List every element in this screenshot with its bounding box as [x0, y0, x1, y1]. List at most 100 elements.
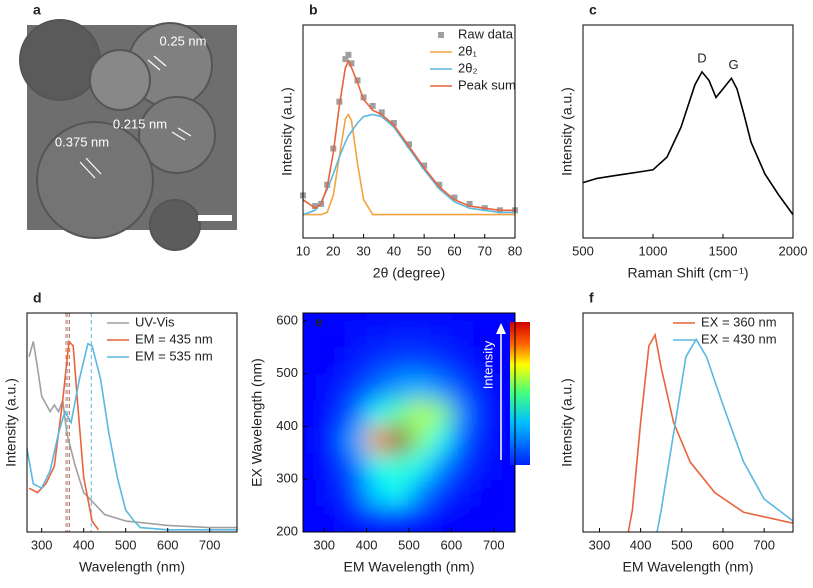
data-line [302, 113, 515, 216]
heatmap-cells [303, 320, 515, 532]
heatmap-cell [472, 426, 495, 454]
heatmap-cell [387, 373, 410, 401]
heatmap-cell [324, 426, 346, 454]
heatmap-cell [493, 347, 515, 375]
x-tick-label: 600 [712, 537, 734, 552]
heatmap-cell [451, 347, 474, 375]
heatmap-cell [493, 452, 515, 480]
heatmap-cell [430, 320, 452, 348]
data-point [312, 203, 319, 210]
x-tick-label: 1000 [639, 243, 668, 258]
heatmap-cell [493, 426, 515, 454]
heatmap-cell [493, 479, 515, 507]
x-tick-label: 400 [73, 537, 95, 552]
heatmap-cell [472, 373, 495, 401]
heatmap-cell [324, 347, 346, 375]
heatmap-cell [303, 347, 325, 375]
x-axis-label: Raman Shift (cm⁻¹) [628, 265, 749, 281]
annotation: 0.215 nm [113, 116, 167, 131]
legend-label: 2θ₂ [458, 60, 478, 75]
annotation: D [697, 51, 706, 66]
heatmap-cell [303, 426, 325, 454]
x-axis-label: 2θ (degree) [373, 265, 445, 281]
x-tick-label: 50 [417, 243, 431, 258]
annotation-arrow [171, 131, 186, 141]
x-axis-label: Wavelength (nm) [79, 559, 185, 575]
y-tick-label: 200 [276, 523, 298, 538]
y-axis-label: EX Wavelength (nm) [249, 358, 265, 487]
y-axis-label: Intensity (a.u.) [279, 87, 295, 176]
heatmap-cell [366, 320, 389, 348]
x-tick-label: 600 [441, 537, 463, 552]
heatmap-cell [409, 426, 431, 454]
x-tick-label: 30 [356, 243, 370, 258]
y-tick-label: 300 [276, 471, 298, 486]
x-tick-label: 700 [199, 537, 221, 552]
heatmap-cell [409, 320, 431, 348]
heatmap-cell [324, 373, 346, 401]
heatmap-cell [430, 426, 452, 454]
x-tick-label: 700 [483, 537, 505, 552]
x-tick-label: 300 [313, 537, 335, 552]
heatmap-cell [345, 320, 368, 348]
data-line [627, 332, 794, 533]
data-line [302, 59, 515, 212]
heatmap-cell [387, 505, 410, 532]
heatmap-cell [366, 400, 389, 427]
heatmap-cell [430, 479, 452, 507]
data-point [406, 141, 412, 148]
heatmap-cell [430, 505, 452, 532]
heatmap-cell [451, 400, 474, 427]
heatmap-cell [409, 452, 431, 480]
heatmap-cell [409, 479, 431, 507]
panel-label: e [315, 314, 323, 330]
heatmap-cell [345, 505, 368, 532]
heatmap-cell [451, 479, 474, 507]
heatmap-cell [345, 373, 368, 401]
x-axis-label: EM Wavelength (nm) [344, 559, 475, 575]
heatmap-cell [472, 347, 495, 375]
legend-label: Raw data [458, 26, 514, 41]
legend-label: EM = 535 nm [135, 348, 213, 363]
heatmap-cell [345, 347, 368, 375]
plot-frame [26, 312, 238, 533]
annotation-arrow [177, 127, 192, 137]
heatmap-cell [472, 505, 495, 532]
x-tick-label: 300 [589, 537, 611, 552]
x-tick-label: 500 [115, 537, 137, 552]
heatmap-cell [451, 505, 474, 532]
heatmap-cell [451, 452, 474, 480]
x-tick-label: 70 [477, 243, 491, 258]
heatmap-cell [324, 400, 346, 427]
heatmap-cell [472, 479, 495, 507]
data-point [354, 77, 361, 84]
heatmap-cell [430, 347, 452, 375]
heatmap-cell [366, 373, 389, 401]
colorbar-label: Intensity [480, 340, 495, 389]
heatmap-cell [366, 505, 389, 532]
x-tick-label: 40 [387, 243, 401, 258]
heatmap-cell [366, 452, 389, 480]
heatmap-cell [430, 400, 452, 427]
legend-marker [438, 32, 444, 38]
heatmap-cell [387, 400, 410, 427]
heatmap-cell [303, 320, 325, 348]
heatmap-cell [387, 452, 410, 480]
heatmap-cell [366, 479, 389, 507]
nanoparticle [36, 121, 154, 239]
x-tick-label: 700 [753, 537, 775, 552]
plot-frame [302, 24, 516, 239]
x-axis-label: EM Wavelength (nm) [623, 559, 754, 575]
heatmap-cell [451, 426, 474, 454]
tem-image [19, 19, 237, 251]
heatmap-cell [303, 373, 325, 401]
annotation: 0.375 nm [55, 134, 109, 149]
data-point [466, 200, 473, 207]
x-tick-label: 300 [31, 537, 53, 552]
heatmap-cell [324, 320, 346, 348]
heatmap-cell [409, 373, 431, 401]
heatmap-cell [345, 426, 368, 454]
heatmap-cell [451, 320, 474, 348]
legend-label: 2θ₁ [458, 43, 477, 58]
